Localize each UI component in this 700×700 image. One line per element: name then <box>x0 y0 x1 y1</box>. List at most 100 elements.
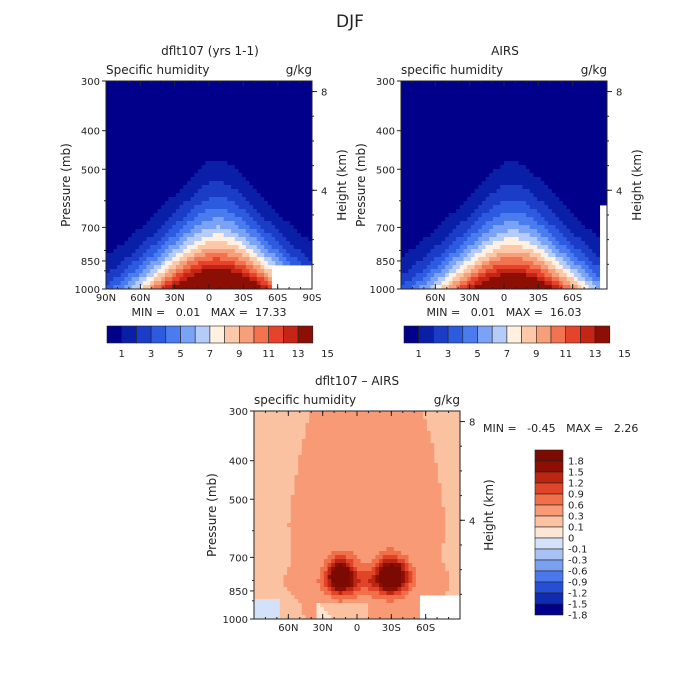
field-cell <box>109 253 114 258</box>
field-cell <box>260 109 265 114</box>
field-cell <box>286 157 291 162</box>
field-cell <box>504 261 509 266</box>
field-cell <box>511 157 516 162</box>
field-cell <box>289 109 295 114</box>
field-cell <box>106 197 111 202</box>
field-cell <box>242 105 247 110</box>
field-cell <box>467 181 472 186</box>
field-cell <box>109 177 114 182</box>
field-cell <box>256 217 261 222</box>
field-cell <box>249 121 254 126</box>
field-cell <box>175 145 180 150</box>
field-cell <box>304 153 309 158</box>
field-cell <box>242 121 247 126</box>
field-cell <box>201 161 206 166</box>
field-cell <box>264 157 269 162</box>
field-cell <box>256 141 261 146</box>
field-cell <box>161 241 166 246</box>
field-cell <box>209 121 214 126</box>
field-cell <box>500 125 505 130</box>
field-cell <box>142 261 147 266</box>
field-cell <box>109 181 114 186</box>
field-cell <box>220 125 225 130</box>
field-cell <box>474 257 479 262</box>
field-cell <box>481 117 487 122</box>
field-cell <box>426 121 431 126</box>
field-cell <box>271 221 276 226</box>
field-cell <box>227 233 232 238</box>
field-cell <box>412 273 417 278</box>
field-cell <box>286 161 291 166</box>
field-cell <box>186 165 192 170</box>
field-cell <box>522 245 527 250</box>
field-cell <box>419 97 424 102</box>
field-cell <box>522 137 527 142</box>
field-cell <box>139 101 144 106</box>
field-cell <box>264 165 269 170</box>
field-cell <box>504 101 509 106</box>
field-cell <box>507 213 512 218</box>
field-cell <box>496 177 501 182</box>
field-cell <box>430 133 435 138</box>
field-cell <box>271 177 276 182</box>
field-cell <box>113 253 118 258</box>
field-cell <box>300 197 306 202</box>
field-cell <box>423 161 428 166</box>
field-cell <box>434 245 439 250</box>
field-cell <box>470 205 475 210</box>
field-cell <box>238 213 243 218</box>
field-cell <box>150 197 155 202</box>
field-cell <box>186 141 192 146</box>
field-cell <box>500 133 505 138</box>
field-cell <box>537 97 542 102</box>
field-cell <box>275 149 280 154</box>
field-cell <box>216 145 221 150</box>
field-cell <box>216 169 221 174</box>
field-cell <box>153 181 158 186</box>
field-cell <box>124 113 129 118</box>
field-cell <box>271 245 276 250</box>
field-cell <box>113 113 118 118</box>
field-cell <box>227 85 232 90</box>
field-cell <box>434 161 439 166</box>
field-cell <box>245 93 250 98</box>
field-cell <box>533 197 538 202</box>
field-cell <box>117 153 122 158</box>
field-cell <box>146 245 151 250</box>
field-cell <box>470 173 475 178</box>
field-cell <box>186 125 192 130</box>
field-cell <box>293 197 298 202</box>
field-cell <box>456 93 461 98</box>
field-cell <box>419 229 424 234</box>
field-cell <box>113 209 118 214</box>
field-cell <box>212 193 217 198</box>
field-cell <box>289 137 295 142</box>
field-cell <box>511 101 516 106</box>
field-cell <box>489 189 494 194</box>
field-cell <box>120 261 125 266</box>
field-cell <box>518 185 523 190</box>
field-cell <box>153 225 158 230</box>
field-cell <box>515 97 520 102</box>
field-cell <box>445 193 450 198</box>
field-cell <box>415 213 420 218</box>
field-cell <box>234 245 239 250</box>
field-cell <box>179 253 184 258</box>
field-cell <box>529 93 534 98</box>
field-cell <box>106 229 111 234</box>
field-cell <box>492 225 498 230</box>
field-cell <box>537 209 542 214</box>
field-cell <box>537 149 542 154</box>
field-cell <box>456 201 461 206</box>
field-cell <box>172 177 177 182</box>
lat-tick-label: 90N <box>96 293 116 304</box>
field-cell <box>507 269 512 274</box>
field-cell <box>172 201 177 206</box>
field-cell <box>231 85 236 90</box>
field-cell <box>434 205 439 210</box>
field-cell <box>515 181 520 186</box>
field-cell <box>172 277 177 282</box>
field-cell <box>150 173 155 178</box>
field-cell <box>186 273 192 278</box>
field-cell <box>157 233 162 238</box>
